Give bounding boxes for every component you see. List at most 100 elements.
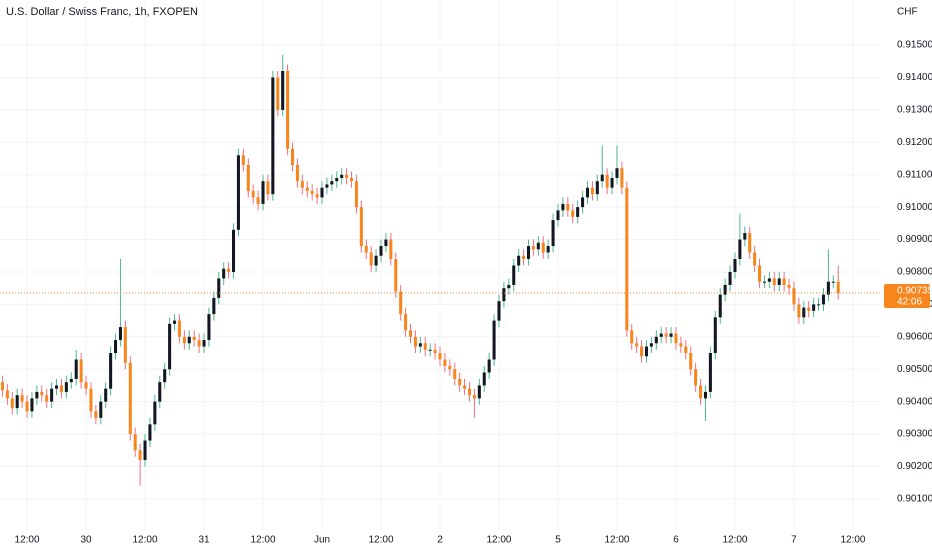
- candle-body: [187, 336, 191, 344]
- candle-body: [546, 246, 550, 253]
- candle-body: [0, 382, 4, 391]
- candle-body: [433, 349, 437, 354]
- candle-body: [158, 382, 162, 402]
- x-tick-label: 6: [673, 535, 679, 546]
- candle-body: [118, 327, 122, 341]
- x-tick-label: 12:00: [251, 535, 276, 546]
- candle-body: [55, 385, 59, 389]
- candle-body: [679, 343, 683, 347]
- candle-body: [758, 265, 762, 282]
- candle-body: [231, 229, 236, 272]
- candle-body: [497, 301, 501, 321]
- candle-body: [812, 304, 816, 311]
- candle-body: [133, 434, 137, 451]
- y-tick-label: 0.90200: [897, 461, 932, 472]
- y-tick-label: 0.91100: [897, 169, 932, 180]
- candle-body: [531, 246, 535, 250]
- candle-body: [74, 359, 78, 379]
- candle-body: [35, 391, 39, 399]
- candle-body: [522, 255, 526, 260]
- countdown-label: 42:06: [897, 297, 922, 308]
- candle-body: [487, 359, 491, 373]
- candles: [0, 54, 880, 486]
- candle-body: [738, 239, 742, 260]
- candle-body: [787, 284, 791, 289]
- candle-body: [753, 252, 757, 266]
- candle-body: [625, 187, 629, 331]
- candle-body: [45, 395, 49, 402]
- candle-body: [128, 362, 132, 435]
- candle-body: [197, 340, 201, 347]
- candle-body: [458, 378, 462, 386]
- candle-body: [453, 369, 457, 379]
- candle-body: [684, 346, 688, 354]
- candle-body: [286, 70, 290, 149]
- candle-body: [792, 288, 796, 305]
- x-tick-label: 12:00: [368, 535, 393, 546]
- candle-body: [227, 268, 231, 272]
- candle-body: [836, 281, 840, 294]
- candle-body: [418, 343, 422, 347]
- candle-body: [551, 220, 555, 247]
- candle-body: [463, 385, 467, 389]
- candle-body: [389, 239, 393, 260]
- candle-body: [384, 239, 388, 247]
- candle-body: [173, 320, 177, 324]
- last-price-box: [884, 284, 930, 309]
- candle-body: [325, 184, 329, 188]
- candle-body: [345, 174, 349, 178]
- candle-body: [143, 440, 147, 460]
- candle-body: [256, 197, 260, 204]
- candle-body: [404, 314, 408, 331]
- candle-body: [69, 378, 73, 383]
- candle-body: [349, 177, 354, 182]
- candle-body: [733, 259, 737, 272]
- x-tick-label: 12:00: [15, 535, 40, 546]
- candle-body: [276, 77, 280, 110]
- candle-body: [807, 307, 811, 311]
- candle-body: [246, 164, 250, 191]
- candle-body: [694, 369, 698, 386]
- candle-body: [635, 343, 639, 347]
- candle-body: [222, 268, 226, 279]
- candle-body: [295, 164, 299, 182]
- candle-body: [762, 281, 766, 283]
- y-tick-label: 0.90300: [897, 429, 932, 440]
- candle-body: [374, 255, 378, 266]
- y-tick-label: 0.90900: [897, 234, 932, 245]
- candle-body: [241, 155, 245, 165]
- candle-body: [782, 278, 786, 285]
- candle-body: [831, 281, 835, 283]
- candle-body: [708, 353, 712, 392]
- candle-body: [163, 369, 167, 383]
- x-tick-label: 30: [80, 535, 92, 546]
- candle-body: [10, 398, 14, 409]
- candle-body: [114, 340, 118, 354]
- candle-body: [703, 391, 707, 399]
- candle-body: [25, 401, 29, 412]
- candle-body: [561, 203, 565, 211]
- x-tick-label: 7: [791, 535, 797, 546]
- candle-body: [664, 333, 668, 337]
- candle-body: [767, 278, 771, 282]
- y-tick-label: 0.91500: [897, 40, 932, 51]
- y-tick-label: 0.90100: [897, 494, 932, 505]
- x-tick-label: 12:00: [486, 535, 511, 546]
- candle-body: [654, 336, 658, 344]
- candle-body: [202, 340, 206, 347]
- candle-body: [713, 317, 717, 354]
- last-price-label: 0.90735: [897, 286, 932, 297]
- candle-body: [320, 187, 324, 198]
- candle-body: [212, 297, 216, 315]
- y-tick-label: 0.91000: [897, 202, 932, 213]
- candle-body: [94, 411, 98, 418]
- y-tick-label: 0.90500: [897, 364, 932, 375]
- candle-body: [615, 168, 619, 178]
- candle-body: [59, 385, 63, 392]
- candle-body: [369, 252, 373, 266]
- y-tick-label: 0.91300: [897, 105, 932, 116]
- candle-body: [826, 281, 830, 295]
